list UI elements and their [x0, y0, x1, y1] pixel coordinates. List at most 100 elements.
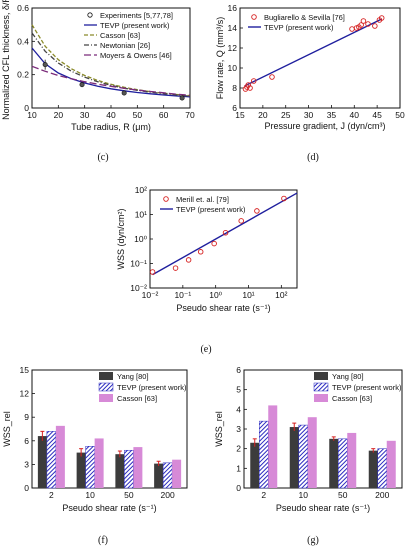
y-tick-label: 12 [228, 43, 238, 53]
y-tick-label: 12 [20, 389, 30, 399]
x-tick-label: 60 [159, 110, 169, 120]
panel-label: (g) [307, 535, 319, 546]
bar [115, 454, 125, 488]
bar [289, 427, 299, 488]
y-tick-label: 10¹ [135, 210, 147, 220]
legend-label: Merill et. al. [79] [176, 195, 229, 204]
plot-frame [31, 369, 188, 489]
data-point [247, 85, 253, 91]
legend-marker [163, 196, 169, 202]
y-tick-label: 9 [24, 412, 29, 422]
series-line [244, 18, 383, 87]
bar [259, 420, 269, 489]
y-tick-label: 15 [20, 365, 30, 375]
x-tick-label: 40 [350, 110, 360, 120]
bar [377, 448, 387, 489]
x-tick-label: 50 [395, 110, 405, 120]
chart-panel-d: 15 20 25 30 35 40 45 50 6 8 10 12 14 16 Pressure gradi… [215, 3, 405, 163]
y-tick-label: 10⁰ [134, 234, 147, 244]
data-point [372, 23, 378, 29]
y-tick-label: 1 [236, 463, 241, 473]
x-tick-label: 50 [133, 110, 143, 120]
y-axis-label: WSS_rel [214, 411, 224, 447]
legend-label: Experiments [5,77,78] [100, 11, 173, 20]
bar [46, 431, 57, 489]
x-tick-label: 70 [185, 110, 195, 120]
x-tick-label: 30 [80, 110, 90, 120]
x-tick-label: 20 [258, 110, 268, 120]
x-axis-label: Pseudo shear rate (s⁻¹) [62, 503, 156, 513]
x-tick-label: 15 [235, 110, 245, 120]
x-tick-label: 10² [275, 290, 287, 300]
data-point [378, 15, 385, 21]
y-tick-label: 16 [228, 3, 238, 13]
legend-label: TEVP (present work) [264, 23, 334, 32]
legend-label: Casson [63] [332, 394, 372, 403]
data-point [281, 195, 287, 202]
y-tick-label: 5 [236, 385, 241, 395]
x-tick-label: 25 [281, 110, 291, 120]
y-tick-label: 10⁻¹ [130, 259, 147, 269]
legend-label: TEVP (present work) [100, 21, 170, 30]
data-point [185, 257, 192, 263]
data-point [238, 218, 244, 224]
legend-label: TEVP (present work) [117, 383, 187, 392]
x-tick-label: 50 [124, 490, 134, 500]
y-tick-label: 2 [236, 444, 241, 454]
legend-marker [87, 12, 93, 18]
bar [172, 459, 182, 488]
series-line [31, 32, 191, 97]
legend-marker [251, 14, 257, 20]
panel-label: (e) [200, 344, 211, 355]
legend-label: Yang [80] [117, 372, 149, 381]
bar [76, 452, 86, 488]
data-point [250, 78, 257, 84]
data-point [197, 249, 204, 255]
y-tick-label: 10² [135, 185, 147, 195]
bar [162, 462, 173, 489]
x-tick-label: 45 [372, 110, 382, 120]
legend-label: TEVP (present work) [332, 383, 402, 392]
y-tick-label: 0.6 [17, 3, 29, 13]
legend-swatch [314, 372, 328, 380]
x-tick-label: 2 [49, 490, 54, 500]
x-tick-label: 10¹ [242, 290, 254, 300]
legend-label: Moyers & Owens [46] [100, 51, 172, 60]
data-point [222, 229, 229, 236]
data-point [269, 74, 275, 80]
x-tick-label: 30 [304, 110, 314, 120]
legend-label: Bugliarello & Sevilla [76] [264, 13, 345, 22]
legend-label: TEVP (present work) [176, 205, 246, 214]
x-tick-label: 200 [161, 490, 175, 500]
x-axis-label: Pseudo shear rate (s⁻¹) [276, 503, 370, 513]
legend-label: Casson [63] [117, 394, 157, 403]
data-point [358, 22, 364, 28]
x-tick-label: 200 [375, 490, 389, 500]
chart-panel-e: 10⁻² 10⁻¹ 10⁰ 10¹ 10² 10⁻² 10⁻¹ 10⁰ 10¹ 10² Pseudo… [116, 185, 298, 355]
bar [94, 438, 104, 488]
bar [368, 450, 378, 488]
bar [250, 442, 260, 488]
x-tick-label: 2 [261, 490, 266, 500]
chart-panel-c: 10 20 30 40 50 60 70 0 0.2 0.4 0.6 Tube radius, R (… [1, 0, 195, 163]
data-point [360, 18, 367, 24]
y-tick-label: 0 [236, 483, 241, 493]
panel-label: (c) [97, 152, 108, 163]
y-tick-label: 4 [236, 404, 241, 414]
data-point [211, 240, 217, 247]
bar [133, 447, 143, 488]
x-tick-label: 10⁻¹ [174, 290, 191, 300]
bar [347, 432, 357, 488]
bar [268, 405, 278, 488]
x-tick-label: 10 [27, 110, 37, 120]
bar [338, 438, 348, 489]
y-tick-label: 0 [24, 103, 29, 113]
panel-label: (d) [307, 152, 319, 163]
bar [55, 425, 65, 488]
x-tick-label: 10 [299, 490, 309, 500]
bar [329, 438, 339, 488]
legend-label: Newtonian [26] [100, 41, 150, 50]
bar [154, 463, 164, 488]
legend-label: Yang [80] [332, 372, 364, 381]
